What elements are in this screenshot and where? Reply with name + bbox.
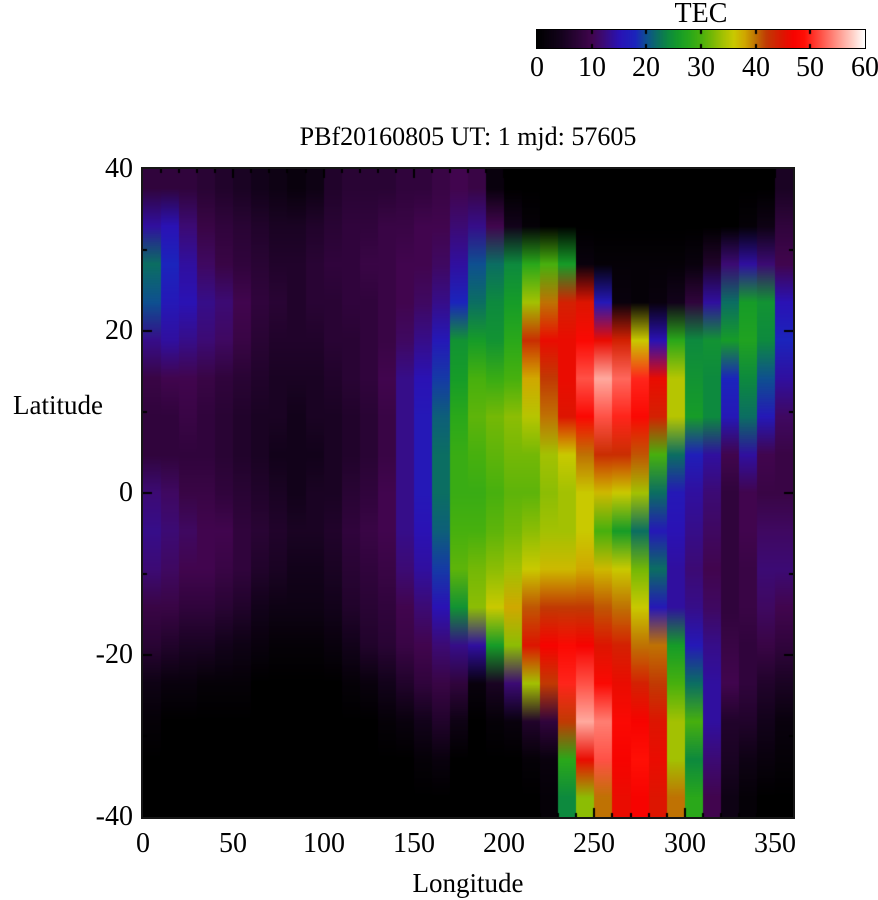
colorbar-title: TEC <box>674 0 728 29</box>
y-tick-label: -20 <box>95 639 133 670</box>
colorbar-tick-label: 0 <box>530 52 544 83</box>
x-tick-label: 300 <box>664 828 706 859</box>
y-tick-label: 40 <box>105 153 133 184</box>
colorbar-tick-label: 10 <box>578 52 606 83</box>
x-tick-label: 0 <box>136 828 150 859</box>
colorbar <box>536 29 866 49</box>
colorbar-tick-label: 60 <box>851 52 878 83</box>
x-tick-label: 50 <box>219 828 247 859</box>
colorbar-tick-label: 30 <box>687 52 715 83</box>
plot-title: PBf20160805 UT: 1 mjd: 57605 <box>299 122 637 151</box>
x-axis-label: Longitude <box>412 868 524 898</box>
colorbar-gradient <box>537 30 865 48</box>
colorbar-tick-label: 40 <box>742 52 770 83</box>
x-tick-label: 150 <box>393 828 435 859</box>
y-axis-label: Latitude <box>13 390 103 420</box>
colorbar-tick-label: 20 <box>632 52 660 83</box>
colorbar-tick-label: 50 <box>796 52 824 83</box>
x-tick-label: 100 <box>303 828 345 859</box>
x-tick-label: 350 <box>754 828 796 859</box>
x-tick-label: 200 <box>483 828 525 859</box>
heatmap-canvas <box>143 169 793 817</box>
y-tick-label: 0 <box>119 477 133 508</box>
y-tick-label: 20 <box>105 315 133 346</box>
y-tick-label: -40 <box>95 801 133 832</box>
heatmap-plot <box>141 167 795 819</box>
x-tick-label: 250 <box>573 828 615 859</box>
